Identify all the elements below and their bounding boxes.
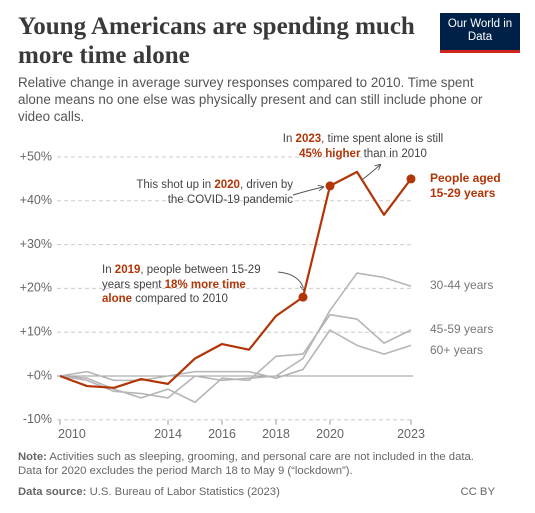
y-tick-label: +40% xyxy=(20,193,52,207)
annotation-text: , driven by the COVID-19 pandemic xyxy=(167,179,293,206)
series-line xyxy=(59,272,412,399)
y-tick-label: +20% xyxy=(20,281,52,295)
note-text: Activities such as sleeping, grooming, a… xyxy=(18,451,474,477)
x-tick-label: 2010 xyxy=(58,427,86,441)
annotation-text: compared to 2010 xyxy=(132,293,228,305)
annotation-text: 2020 xyxy=(214,179,240,191)
series-label: 60+ years xyxy=(430,343,484,358)
license[interactable]: CC BY xyxy=(460,486,495,498)
series-label: 45-59 years xyxy=(430,322,494,336)
annotation-text: This shot up in xyxy=(136,179,215,191)
source-text: U.S. Bureau of Labor Statistics (2023) xyxy=(89,486,280,498)
annotation-text: , time spent alone is still xyxy=(321,133,444,145)
point-marker xyxy=(325,181,335,191)
y-tick-label: +30% xyxy=(20,237,52,251)
x-tick-label: 2020 xyxy=(316,427,344,441)
annotation-text: than in 2010 xyxy=(360,147,427,160)
series-line xyxy=(59,329,412,382)
source-label: Data source: xyxy=(18,486,87,498)
annotation-text: 2019 xyxy=(114,264,141,276)
annotation-text: , people between 15-29 years spent xyxy=(102,264,261,291)
annotation: This shot up in 2020, driven by the COVI… xyxy=(128,178,293,207)
annotation: In 2023, time spent alone is still 45% h… xyxy=(278,132,448,161)
subtitle: Relative change in average survey respon… xyxy=(18,75,483,124)
annotation-text: 18% more time alone xyxy=(102,278,246,306)
annotation-arrow xyxy=(361,165,380,181)
y-tick-label: -10% xyxy=(23,412,52,426)
note: Note: Activities such as sleeping, groom… xyxy=(18,450,498,478)
x-tick-label: 2023 xyxy=(397,427,425,441)
annotation-arrow xyxy=(277,271,304,290)
annotation-arrow xyxy=(292,187,323,196)
title: Young Americans are spending much more t… xyxy=(18,13,415,69)
point-marker xyxy=(298,292,308,302)
y-tick-label: +0% xyxy=(27,368,52,382)
logo[interactable]: Our World in Data xyxy=(440,13,520,53)
x-tick-label: 2014 xyxy=(154,427,182,441)
series-label: 30-44 years xyxy=(430,278,494,293)
annotation-text: In xyxy=(102,264,115,276)
series-line xyxy=(59,170,412,389)
series-line xyxy=(59,313,412,404)
annotation-text: 45% higher xyxy=(299,147,361,160)
y-tick-label: +10% xyxy=(20,324,52,338)
note-label: Note: xyxy=(18,451,47,463)
x-tick-label: 2018 xyxy=(262,427,290,441)
y-tick-label: +50% xyxy=(20,149,52,163)
point-marker xyxy=(406,174,416,184)
x-tick-label: 2016 xyxy=(208,427,236,441)
annotation: In 2019, people between 15-29 years spen… xyxy=(102,263,277,307)
source: Data source: U.S. Bureau of Labor Statis… xyxy=(18,486,280,498)
annotation-text: 2023 xyxy=(295,133,322,145)
series-label: People aged 15-29 years xyxy=(430,170,501,200)
annotation-text: In xyxy=(282,133,296,145)
